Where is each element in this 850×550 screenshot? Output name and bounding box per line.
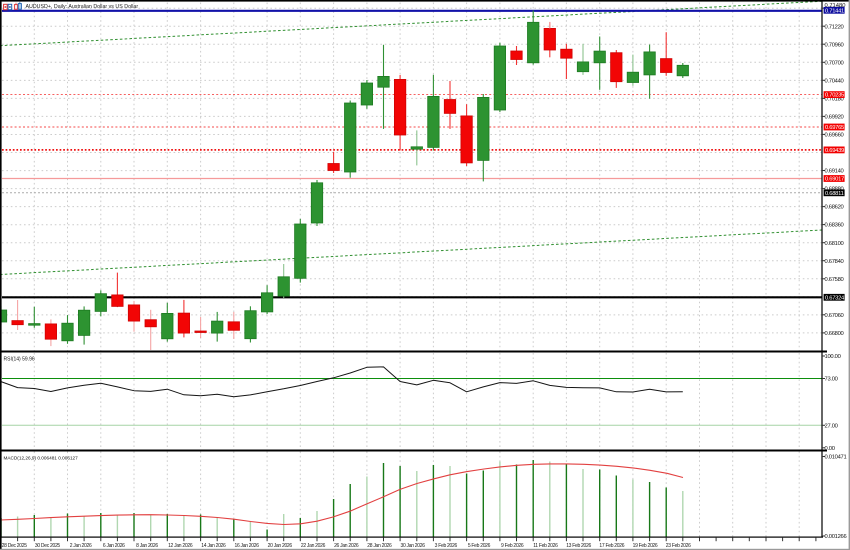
svg-text:19 Feb 2026: 19 Feb 2026	[633, 543, 658, 549]
svg-text:28 Dec 2025: 28 Dec 2025	[2, 543, 28, 549]
svg-text:0.69660: 0.69660	[825, 133, 844, 139]
svg-text:9 Feb 2026: 9 Feb 2026	[501, 543, 524, 549]
svg-text:0.69439: 0.69439	[825, 148, 844, 154]
svg-text:8 Jan 2026: 8 Jan 2026	[136, 543, 158, 549]
svg-text:11 Feb 2026: 11 Feb 2026	[533, 543, 558, 549]
svg-text:0.70700: 0.70700	[825, 60, 844, 66]
svg-text:0.70440: 0.70440	[825, 78, 844, 84]
svg-text:0.68620: 0.68620	[825, 205, 844, 211]
svg-text:0.71480: 0.71480	[825, 3, 846, 9]
svg-text:0.010471: 0.010471	[825, 455, 847, 461]
svg-text:0.67840: 0.67840	[825, 259, 844, 265]
svg-text:6 Jan 2026: 6 Jan 2026	[103, 543, 125, 549]
svg-text:MACD(12,26,9) 0.006481 0.00612: MACD(12,26,9) 0.006481 0.006127	[4, 456, 79, 461]
svg-text:0.66800: 0.66800	[825, 331, 844, 337]
svg-text:23 Feb 2026: 23 Feb 2026	[666, 543, 691, 549]
svg-text:27.00: 27.00	[825, 423, 838, 429]
svg-text:0.70235: 0.70235	[825, 93, 844, 99]
svg-text:0.68100: 0.68100	[825, 241, 844, 247]
svg-text:0.69140: 0.69140	[825, 169, 844, 175]
svg-text:0.69765: 0.69765	[825, 125, 844, 131]
svg-text:0.71220: 0.71220	[825, 24, 844, 30]
svg-text:0.001266: 0.001266	[825, 534, 847, 540]
svg-text:0.70180: 0.70180	[825, 97, 844, 103]
svg-text:3 Feb 2026: 3 Feb 2026	[435, 543, 458, 549]
svg-text:0.67324: 0.67324	[825, 295, 845, 301]
svg-text:12 Jan 2026: 12 Jan 2026	[168, 543, 193, 549]
svg-text:30 Jan 2026: 30 Jan 2026	[400, 543, 425, 549]
svg-text:30 Dec 2025: 30 Dec 2025	[35, 543, 61, 549]
svg-text:13 Feb 2026: 13 Feb 2026	[566, 543, 591, 549]
svg-text:5 Feb 2026: 5 Feb 2026	[468, 543, 491, 549]
svg-text:0.00: 0.00	[825, 446, 835, 452]
svg-text:17 Feb 2026: 17 Feb 2026	[599, 543, 624, 549]
svg-text:0.69920: 0.69920	[825, 115, 844, 121]
svg-text:22 Jan 2026: 22 Jan 2026	[301, 543, 326, 549]
svg-text:0.71441: 0.71441	[825, 8, 844, 14]
svg-text:100.00: 100.00	[825, 354, 841, 360]
svg-text:0.70960: 0.70960	[825, 42, 844, 48]
svg-text:RSI(14) 59.96: RSI(14) 59.96	[4, 357, 35, 363]
svg-text:AUDUSD+, Daily: Australian Dol: AUDUSD+, Daily: Australian Dollar vs US …	[26, 4, 139, 10]
svg-text:0.67580: 0.67580	[825, 277, 844, 283]
svg-text:0.67060: 0.67060	[825, 313, 844, 319]
svg-text:0.68811: 0.68811	[825, 191, 844, 197]
svg-text:20 Jan 2026: 20 Jan 2026	[268, 543, 293, 549]
svg-text:0.68360: 0.68360	[825, 223, 844, 229]
svg-text:26 Jan 2026: 26 Jan 2026	[334, 543, 359, 549]
svg-text:28 Jan 2026: 28 Jan 2026	[367, 543, 392, 549]
svg-text:14 Jan 2026: 14 Jan 2026	[201, 543, 226, 549]
svg-text:0.69017: 0.69017	[825, 177, 844, 183]
svg-text:2 Jan 2026: 2 Jan 2026	[70, 543, 92, 549]
svg-text:73.00: 73.00	[825, 377, 838, 383]
svg-text:16 Jan 2026: 16 Jan 2026	[234, 543, 259, 549]
